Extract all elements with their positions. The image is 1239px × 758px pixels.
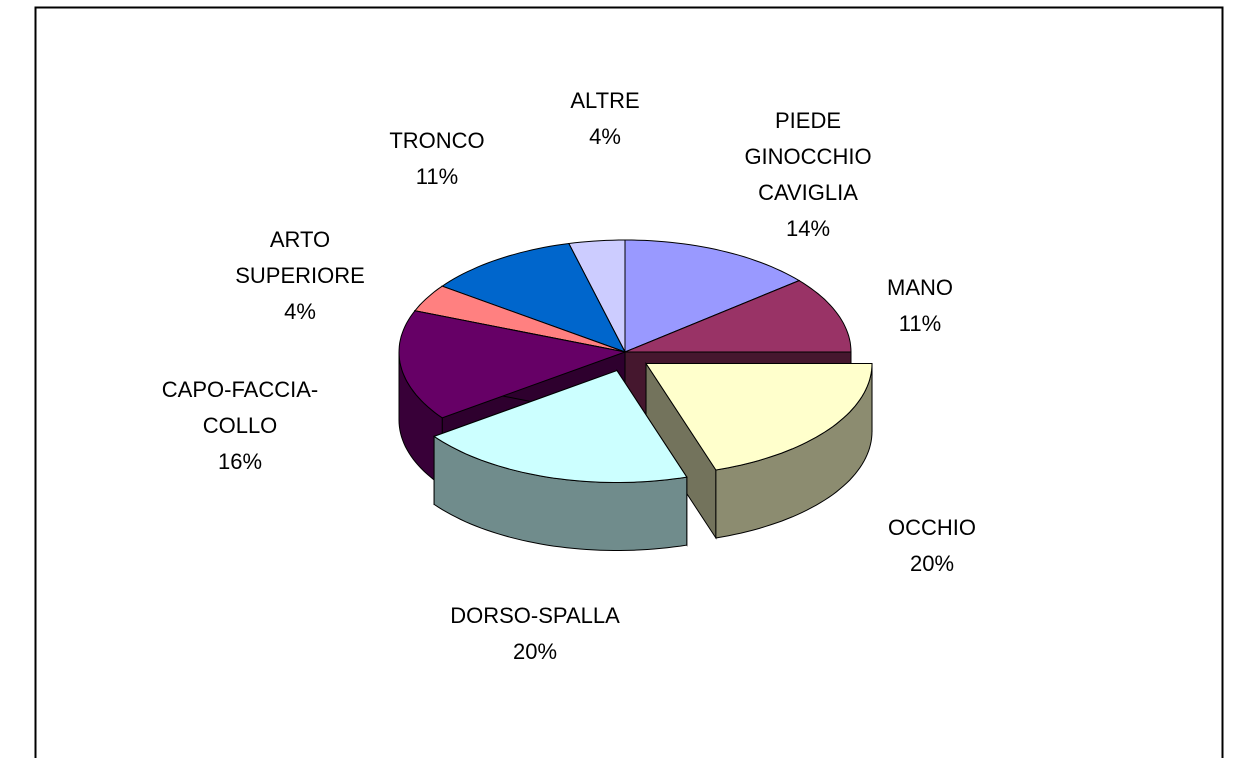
slice-label: DORSO-SPALLA 20%: [450, 598, 620, 670]
category-label: ARTO SUPERIORE: [235, 227, 365, 288]
value-label: 20%: [909, 551, 955, 576]
slice: [645, 362, 873, 471]
slice-label: TRONCO 11%: [389, 123, 484, 195]
value-label: 4%: [589, 124, 621, 149]
value-label: 4%: [284, 299, 316, 324]
value-label: 11%: [415, 164, 459, 189]
slice: [624, 239, 801, 353]
category-label: DORSO-SPALLA: [450, 603, 620, 628]
category-label: TRONCO: [389, 128, 485, 153]
slice: [432, 369, 688, 483]
category-label: ALTRE: [570, 88, 640, 113]
slice-label: MANO 11%: [887, 270, 953, 342]
slice-label: ARTO SUPERIORE 4%: [235, 222, 365, 330]
slice-label: ALTRE 4%: [570, 83, 639, 155]
category-label: OCCHIO: [888, 515, 976, 540]
slice: [398, 310, 627, 419]
value-label: 11%: [898, 311, 942, 336]
value-label: 20%: [512, 639, 558, 664]
slice: [624, 280, 852, 353]
category-label: PIEDE GINOCCHIO CAVIGLIA: [744, 108, 872, 205]
value-label: 16%: [217, 449, 263, 474]
slice-label: CAPO-FACCIA- COLLO 16%: [162, 372, 318, 480]
slice-label: OCCHIO 20%: [888, 510, 976, 582]
slice: [413, 285, 626, 353]
category-label: MANO: [887, 275, 953, 300]
slice-label: PIEDE GINOCCHIO CAVIGLIA 14%: [744, 103, 871, 247]
category-label: CAPO-FACCIA- COLLO: [161, 377, 319, 438]
slice: [441, 242, 627, 353]
value-label: 14%: [785, 216, 831, 241]
